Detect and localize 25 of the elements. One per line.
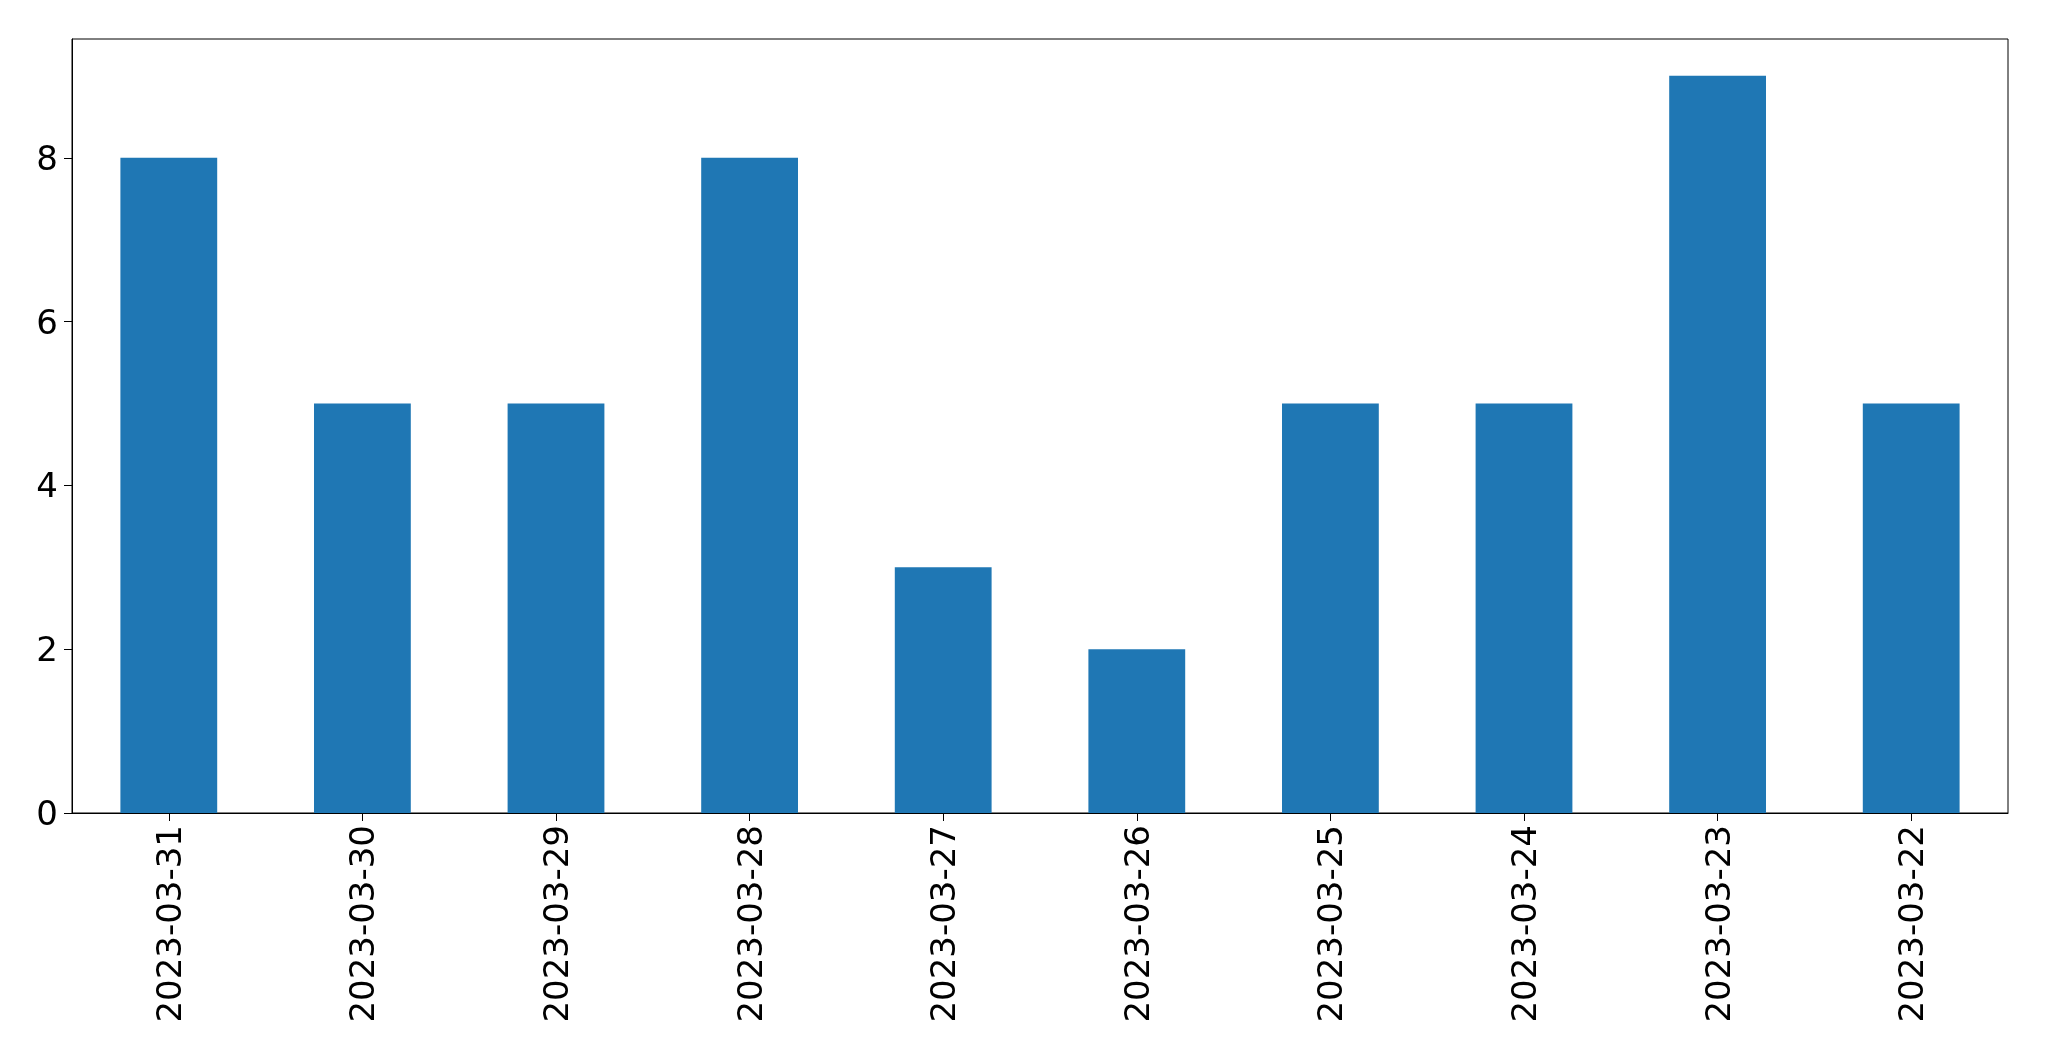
bar bbox=[1088, 649, 1186, 813]
bar bbox=[1669, 75, 1766, 813]
x-tick-label: 2023-03-26 bbox=[1116, 825, 1157, 1023]
bar bbox=[507, 403, 605, 813]
x-tick-label: 2023-03-30 bbox=[342, 825, 383, 1023]
bar bbox=[120, 157, 218, 813]
bar bbox=[314, 403, 411, 813]
x-tick-label: 2023-03-24 bbox=[1504, 825, 1544, 1023]
bar bbox=[1862, 403, 1960, 813]
y-tick-label: 4 bbox=[36, 465, 58, 506]
x-tick-label: 2023-03-31 bbox=[148, 825, 189, 1023]
x-tick-label: 2023-03-22 bbox=[1891, 825, 1932, 1023]
bar bbox=[1475, 403, 1573, 813]
x-tick-label: 2023-03-29 bbox=[536, 825, 576, 1023]
y-tick-label: 0 bbox=[36, 793, 58, 833]
x-tick-label: 2023-03-23 bbox=[1697, 825, 1738, 1023]
y-tick-label: 8 bbox=[36, 137, 58, 178]
bar bbox=[701, 157, 798, 813]
x-tick-label: 2023-03-27 bbox=[923, 825, 964, 1023]
bar bbox=[894, 567, 992, 813]
x-tick-label: 2023-03-25 bbox=[1310, 825, 1351, 1023]
y-tick-label: 2 bbox=[36, 629, 58, 670]
bar bbox=[1282, 403, 1379, 813]
x-tick-label: 2023-03-28 bbox=[729, 825, 770, 1023]
y-tick-label: 6 bbox=[36, 301, 58, 342]
